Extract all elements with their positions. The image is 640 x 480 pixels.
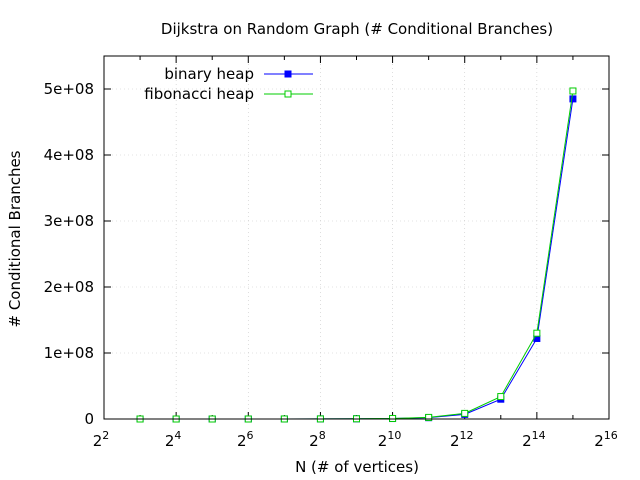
x-tick-exponent: 16	[604, 429, 618, 442]
series-line	[140, 98, 574, 420]
y-tick-label: 5e+08	[44, 80, 94, 98]
chart-title: Dijkstra on Random Graph (# Conditional …	[161, 20, 553, 38]
y-tick-label: 1e+08	[44, 344, 94, 362]
x-tick-label: 28	[309, 429, 326, 450]
x-tick-exponent: 8	[319, 429, 326, 442]
series-lines	[136, 87, 577, 423]
x-tick-base: 2	[522, 432, 532, 450]
plot-frame	[103, 55, 610, 420]
x-tick-label: 216	[594, 429, 618, 450]
y-tick-label: 4e+08	[44, 146, 94, 164]
x-tick-exponent: 10	[387, 429, 401, 442]
x-tick-exponent: 14	[532, 429, 546, 442]
y-tick-label: 3e+08	[44, 212, 94, 230]
x-tick-exponent: 2	[102, 429, 109, 442]
axis-ticks	[103, 56, 610, 420]
x-tick-base: 2	[378, 432, 388, 450]
data-point	[569, 95, 577, 103]
grid	[104, 56, 609, 419]
legend-swatch-marker	[284, 90, 292, 98]
x-tick-base: 2	[309, 432, 319, 450]
x-tick-base: 2	[165, 432, 175, 450]
x-tick-exponent: 12	[459, 429, 473, 442]
x-tick-base: 2	[450, 432, 460, 450]
data-point	[461, 409, 469, 417]
x-tick-label: 210	[378, 429, 402, 450]
series-0	[136, 95, 577, 423]
data-point	[425, 413, 433, 421]
x-tick-exponent: 4	[174, 429, 181, 442]
y-tick-label: 0	[84, 410, 94, 428]
x-tick-label: 22	[93, 429, 110, 450]
x-tick-base: 2	[93, 432, 103, 450]
legend-swatch-marker	[284, 70, 292, 78]
x-tick-label: 24	[165, 429, 182, 450]
x-tick-base: 2	[594, 432, 604, 450]
series-line	[140, 90, 574, 420]
legend-label: fibonacci heap	[144, 85, 254, 103]
y-tick-label: 2e+08	[44, 278, 94, 296]
data-point	[569, 87, 577, 95]
legend-item: fibonacci heap	[144, 85, 313, 103]
series-1	[136, 87, 577, 423]
legend: binary heap fibonacci heap	[144, 65, 313, 103]
data-point	[533, 329, 541, 337]
x-tick-label: 212	[450, 429, 474, 450]
x-axis-label: N (# of vertices)	[295, 458, 419, 476]
data-point	[497, 393, 505, 401]
data-point	[389, 414, 397, 422]
y-axis-label: # Conditional Branches	[6, 150, 24, 327]
x-tick-label: 26	[237, 429, 254, 450]
x-tick-label: 214	[522, 429, 546, 450]
x-tick-base: 2	[237, 432, 247, 450]
x-tick-exponent: 6	[247, 429, 254, 442]
legend-item: binary heap	[164, 65, 313, 83]
legend-label: binary heap	[164, 65, 254, 83]
